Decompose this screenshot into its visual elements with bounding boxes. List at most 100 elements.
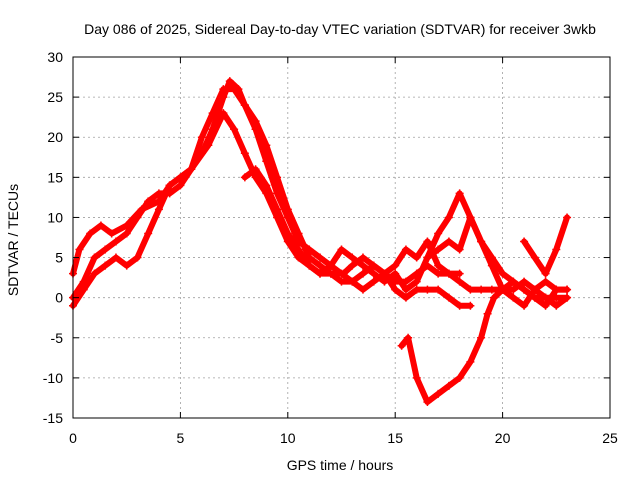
data-point	[262, 181, 271, 190]
data-point	[219, 85, 228, 94]
y-tick-label: -15	[43, 410, 63, 426]
data-point	[305, 261, 314, 270]
data-point	[404, 333, 413, 342]
y-tick-label: -5	[51, 330, 64, 346]
data-point	[176, 181, 185, 190]
data-point	[477, 237, 486, 246]
data-point	[455, 301, 464, 310]
y-tick-label: 20	[47, 129, 63, 145]
series-track-c	[70, 86, 474, 309]
data-point	[530, 293, 539, 302]
x-tick-label: 15	[387, 430, 403, 446]
data-point	[397, 341, 406, 350]
data-point	[552, 245, 561, 254]
y-tick-label: 0	[55, 290, 63, 306]
data-point	[444, 269, 453, 278]
data-point	[477, 333, 486, 342]
data-point	[230, 125, 239, 134]
data-point	[412, 277, 421, 286]
data-point	[187, 165, 196, 174]
data-point	[326, 261, 335, 270]
data-point	[563, 285, 572, 294]
data-point	[369, 269, 378, 278]
data-point	[337, 245, 346, 254]
data-point	[423, 285, 432, 294]
data-point	[412, 373, 421, 382]
data-point	[498, 269, 507, 278]
data-point	[455, 189, 464, 198]
data-point	[369, 261, 378, 270]
data-point	[369, 277, 378, 286]
chart-title: Day 086 of 2025, Sidereal Day-to-day VTE…	[84, 21, 596, 37]
data-point	[326, 269, 335, 278]
data-point	[111, 237, 120, 246]
y-tick-label: 25	[47, 89, 63, 105]
y-axis-title: SDTVAR / TECUs	[5, 184, 21, 296]
data-point	[423, 253, 432, 262]
data-point	[133, 253, 142, 262]
data-point	[348, 253, 357, 262]
y-tick-label: 5	[55, 250, 63, 266]
data-point	[401, 285, 410, 294]
data-point	[520, 277, 529, 286]
data-point	[273, 205, 282, 214]
data-point	[101, 245, 110, 254]
y-tick-label: -10	[43, 370, 63, 386]
data-point	[477, 285, 486, 294]
data-point	[262, 141, 271, 150]
data-point	[240, 101, 249, 110]
data-point	[337, 277, 346, 286]
series-layer	[69, 77, 572, 406]
axis-ticks: 0 5 10 15 20 25 -15 -10 -5 0 5 10 15 20 25 30	[43, 49, 618, 446]
data-point	[434, 269, 443, 278]
data-point	[294, 229, 303, 238]
data-point	[434, 389, 443, 398]
series-track-e	[398, 278, 570, 405]
data-point	[358, 261, 367, 270]
data-point	[466, 357, 475, 366]
data-point	[283, 229, 292, 238]
data-point	[444, 213, 453, 222]
y-tick-label: 15	[47, 169, 63, 185]
data-point	[455, 373, 464, 382]
data-point	[552, 301, 561, 310]
data-point	[509, 277, 518, 286]
data-point	[466, 301, 475, 310]
x-tick-label: 0	[69, 430, 77, 446]
data-point	[111, 253, 120, 262]
data-point	[391, 285, 400, 294]
data-point	[444, 293, 453, 302]
data-point	[283, 205, 292, 214]
data-point	[122, 229, 131, 238]
data-point	[401, 245, 410, 254]
series-track-g	[521, 214, 570, 277]
data-point	[348, 261, 357, 270]
x-tick-label: 25	[602, 430, 618, 446]
data-point	[466, 213, 475, 222]
data-point	[530, 253, 539, 262]
data-point	[144, 197, 153, 206]
data-point	[154, 189, 163, 198]
data-point	[509, 285, 518, 294]
data-point	[337, 269, 346, 278]
data-point	[401, 293, 410, 302]
data-point	[541, 277, 550, 286]
data-point	[75, 245, 84, 254]
data-point	[563, 213, 572, 222]
data-point	[498, 285, 507, 294]
data-point	[122, 261, 131, 270]
data-point	[225, 77, 234, 86]
data-point	[444, 237, 453, 246]
data-point	[490, 293, 499, 302]
data-point	[412, 285, 421, 294]
data-point	[520, 237, 529, 246]
y-tick-label: 30	[47, 49, 63, 65]
data-point	[90, 253, 99, 262]
data-point	[154, 205, 163, 214]
data-point	[316, 261, 325, 270]
data-point	[144, 229, 153, 238]
plot-frame	[72, 56, 611, 419]
x-tick-label: 5	[177, 430, 185, 446]
data-point	[197, 133, 206, 142]
data-point	[358, 253, 367, 262]
